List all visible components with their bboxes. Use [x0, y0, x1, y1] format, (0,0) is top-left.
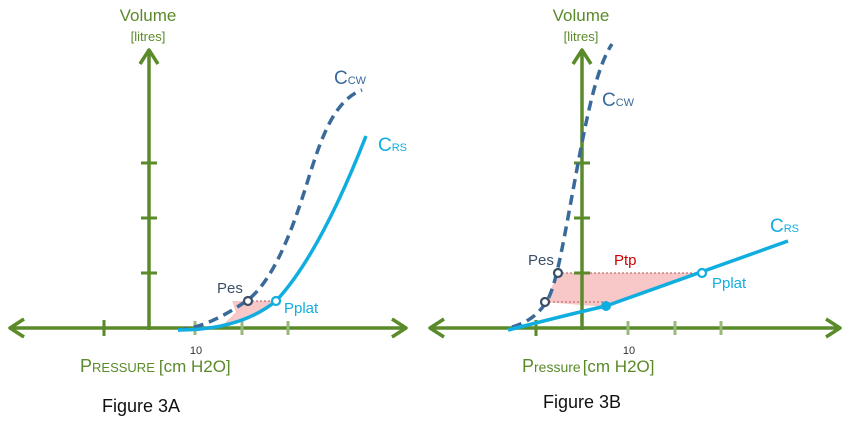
panel-b-caption: Figure 3B — [543, 392, 621, 412]
panel-a-pplat-point — [270, 295, 282, 307]
panel-b-x-axis-title-big: P — [522, 356, 534, 376]
panel-b-crs-label-main: C — [770, 216, 784, 237]
panel-b-ccw-label: CCW — [602, 90, 635, 111]
panel-b-shade — [545, 273, 702, 307]
panel-a-pplat-label: Pplat — [284, 300, 319, 317]
panel-b-pplat-point — [696, 267, 708, 279]
panel-b-x-tick-label: 10 — [623, 345, 635, 357]
panel-a-crs-label-main: C — [378, 135, 392, 156]
panel-b-y-axis-unit: [litres] — [564, 29, 599, 44]
panel-b-y-arrow — [571, 48, 593, 65]
panel-b-pes-label: Pes — [528, 252, 554, 269]
panel-a-x-axis-title-small: RESSURE — [92, 360, 155, 375]
panel-a-crs-label-sub: RS — [392, 142, 407, 154]
panel-a-y-arrow — [138, 48, 160, 65]
panel-b-ccw-label-sub: CW — [616, 97, 635, 109]
panel-b-pplat-label: Pplat — [712, 275, 747, 292]
panel-a-x-tick-label: 10 — [190, 345, 202, 357]
panel-a-ccw-label-main: C — [334, 68, 348, 89]
panel-a-ccw-label-sub: CW — [348, 75, 367, 87]
panel-b-x-axis-unit: [cm H2O] — [583, 357, 655, 376]
panel-b-ccw-label-main: C — [602, 90, 616, 111]
panel-a-shade — [222, 301, 276, 326]
panel-b-x-axis-title-small: ressure — [534, 359, 581, 375]
panel-b-ccw-curve — [511, 43, 614, 329]
panel-a-y-axis-title: Volume — [120, 6, 177, 25]
panel-a-ccw-curve — [177, 88, 363, 332]
panel-b-y-axis-title: Volume — [553, 6, 610, 25]
panel-a-pes-point — [242, 295, 254, 307]
panel-b-crs-label-sub: RS — [784, 223, 799, 235]
panel-b-crs-label: CRS — [770, 216, 799, 237]
panel-b-x-axis-title: Pressure [cm H2O] — [522, 356, 655, 376]
panel-a-x-arrow-left — [8, 317, 25, 339]
panel-b-x-arrow-left — [428, 317, 445, 339]
panel-a-crs-label: CRS — [378, 135, 407, 156]
panel-a-x-arrow-right — [391, 317, 408, 339]
panel-b-x-arrow-right — [825, 317, 842, 339]
panel-b-pes-lower-point — [539, 296, 551, 308]
panel-b-crs-point — [601, 301, 611, 311]
panel-a-y-axis-unit: [litres] — [131, 29, 166, 44]
panel-a-ccw-label: CCW — [334, 68, 367, 89]
panel-a-x-axis-title-big: P — [80, 356, 92, 376]
panel-a-x-axis-title: PRESSURE [cm H2O] — [80, 356, 231, 376]
panel-a: Volume [litres] PRESSURE [cm H2O] 10 CCW … — [8, 6, 408, 416]
panel-a-x-axis-unit: [cm H2O] — [159, 357, 231, 376]
panel-b-ptp-label: Ptp — [614, 252, 637, 269]
panel-a-caption: Figure 3A — [102, 396, 180, 416]
panel-a-pes-label: Pes — [217, 280, 243, 297]
panel-b-pes-point — [552, 267, 564, 279]
panel-b: Volume [litres] Pressure [cm H2O] 10 CCW … — [428, 6, 842, 412]
